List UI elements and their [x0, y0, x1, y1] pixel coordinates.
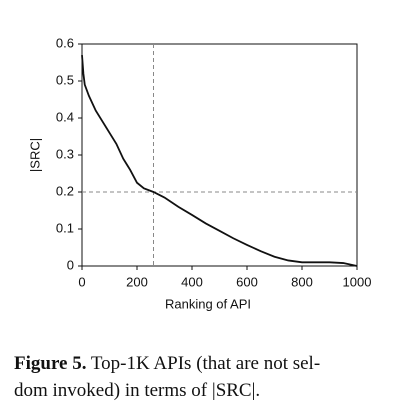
y-tick-label: 0.6 [56, 35, 74, 50]
plot-frame [81, 43, 358, 267]
x-tick-label: 1000 [343, 274, 372, 289]
caption-text: Top-1K APIs (that are not sel- [91, 353, 320, 374]
caption: Figure 5. Top-1K APIs (that are not sel- [14, 353, 320, 374]
y-tick-label: 0 [67, 257, 74, 272]
y-axis-label: |SRC| [27, 138, 42, 172]
caption-label: Figure 5. [14, 353, 86, 374]
caption-text: dom invoked) in terms of |SRC|. [14, 380, 260, 401]
y-tick-label: 0.4 [56, 109, 74, 124]
x-tick-label: 400 [181, 274, 203, 289]
y-tick-label: 0.1 [56, 220, 74, 235]
y-tick-label: 0.2 [56, 183, 74, 198]
y-tick-label: 0.3 [56, 146, 74, 161]
x-axis-label: Ranking of API [165, 296, 251, 311]
x-tick-label: 0 [78, 274, 85, 289]
x-tick-label: 200 [126, 274, 148, 289]
x-tick-label: 800 [291, 274, 313, 289]
line [81, 55, 358, 267]
x-tick-label: 600 [236, 274, 258, 289]
y-tick-label: 0.5 [56, 72, 74, 87]
